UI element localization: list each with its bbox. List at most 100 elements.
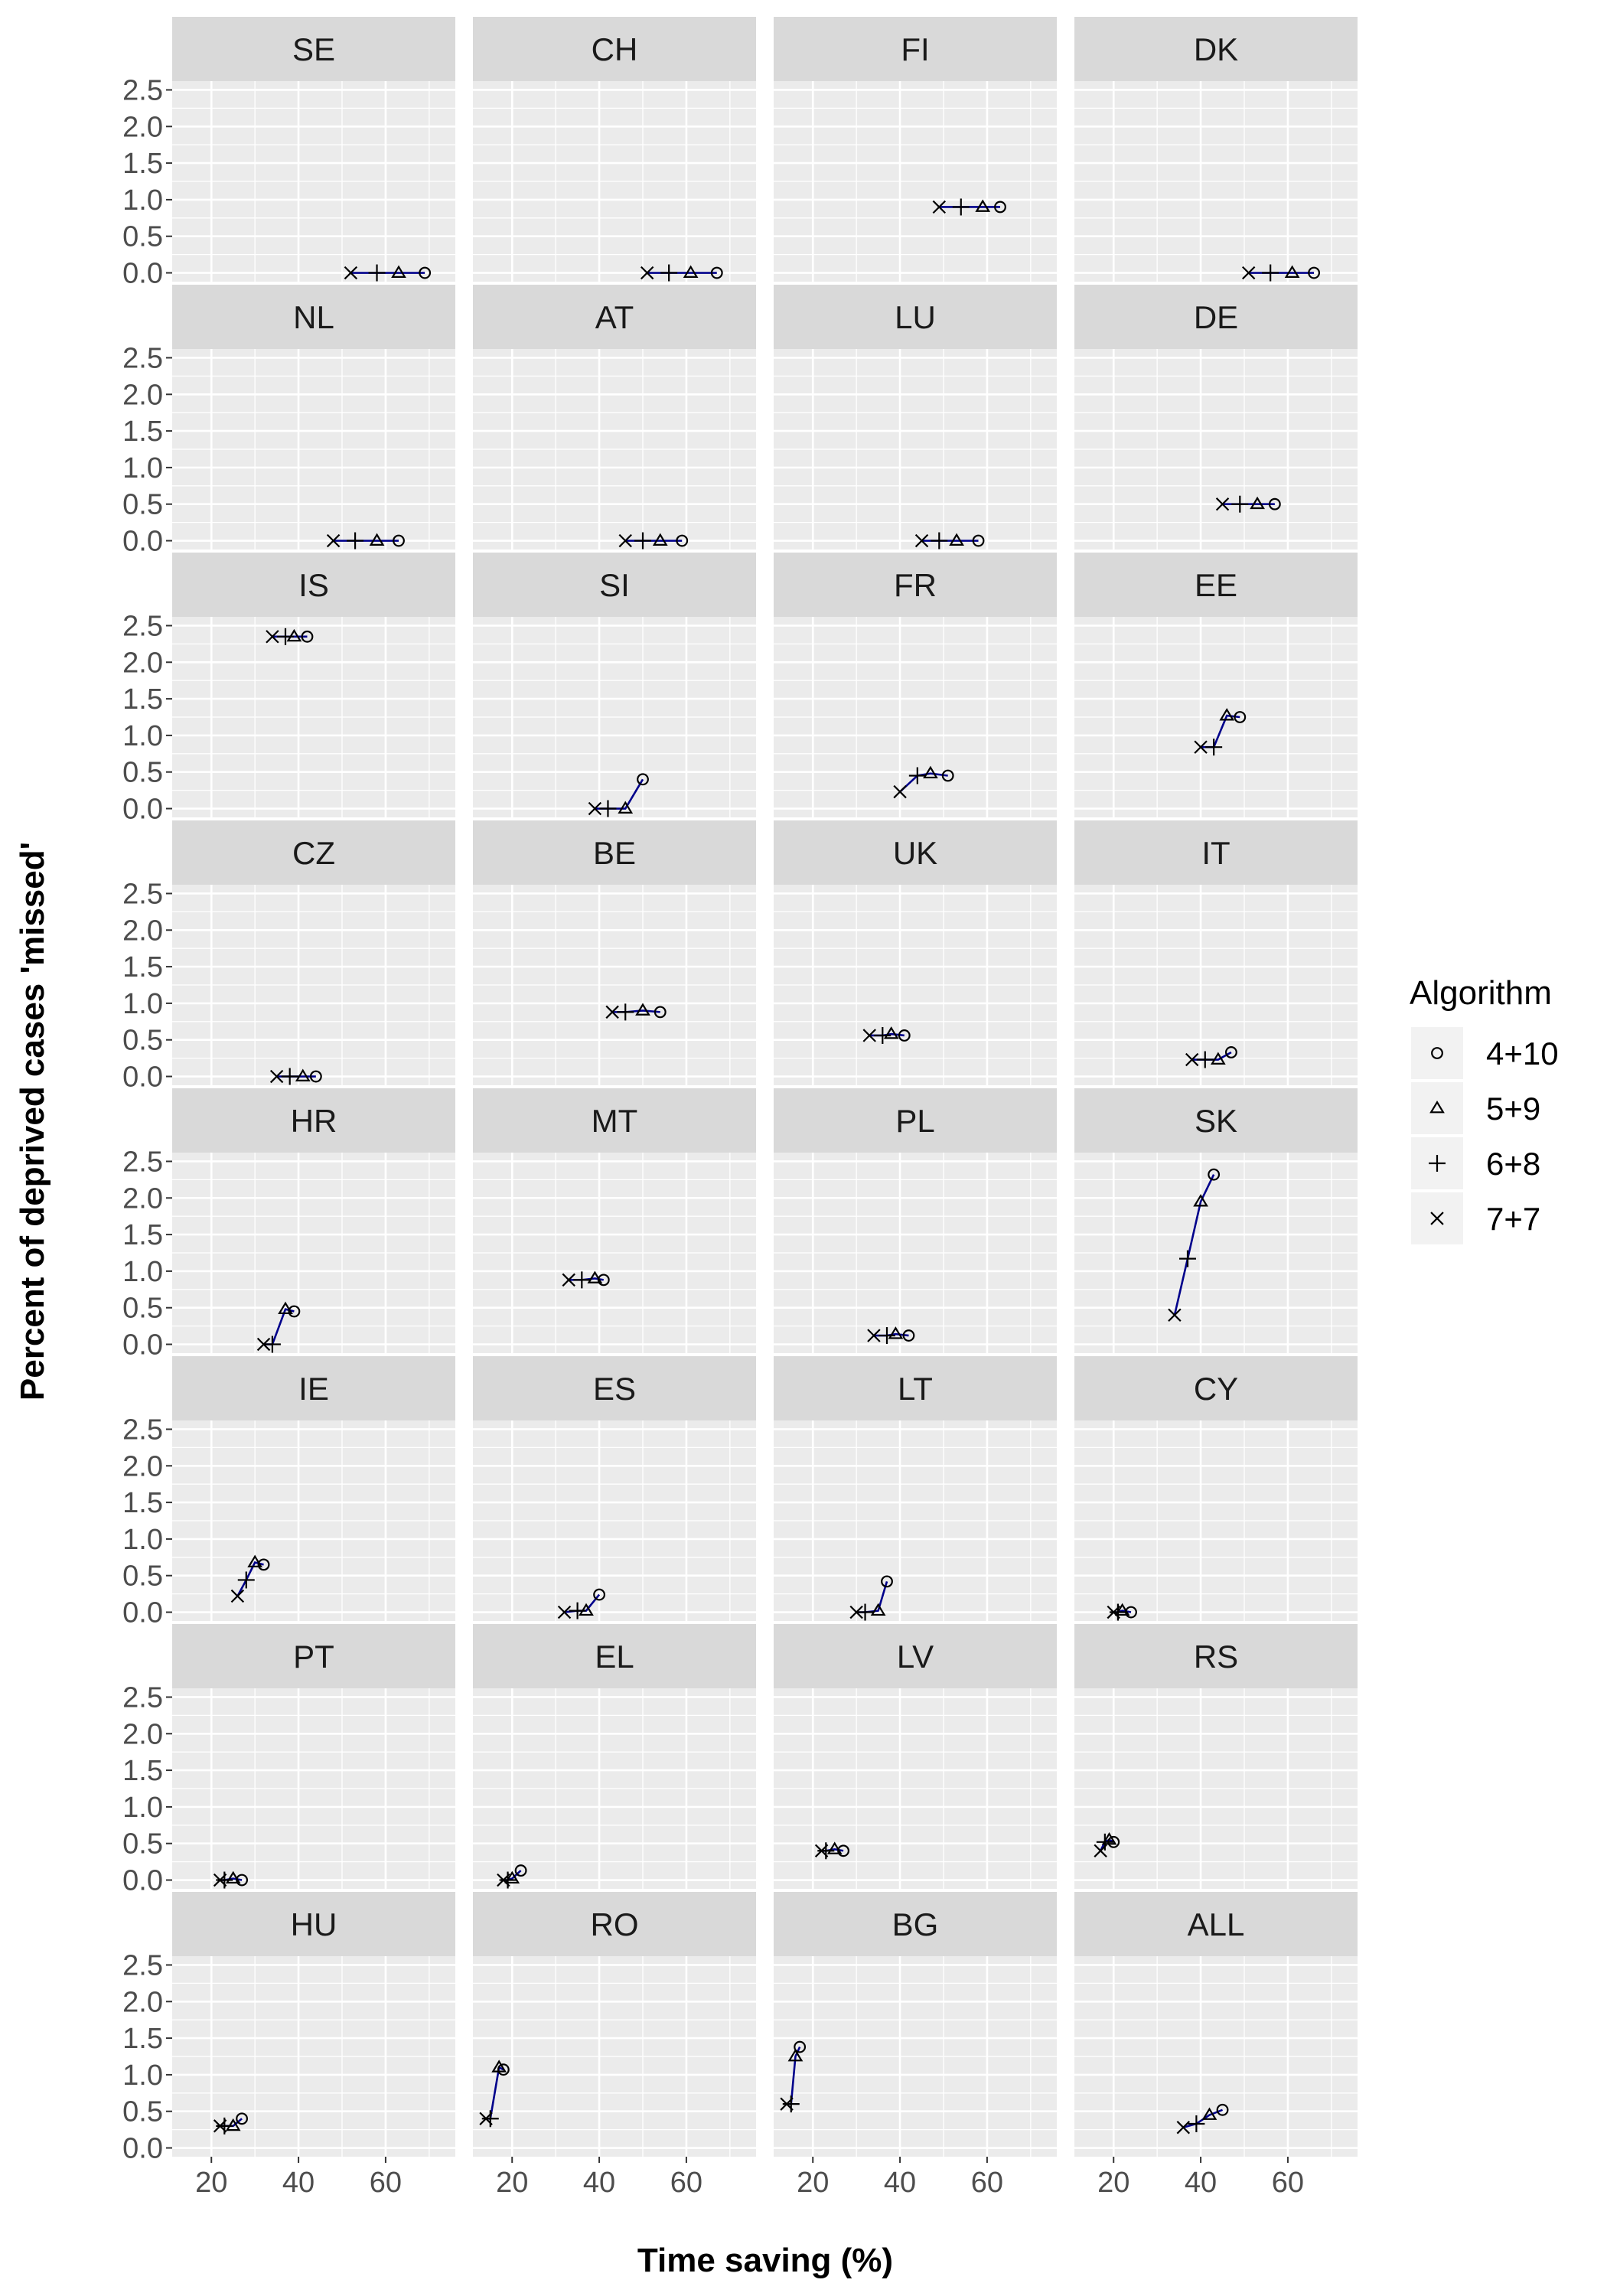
legend-entry: 7+7 [1411, 1192, 1540, 1244]
point-5+9 [883, 1026, 899, 1039]
gridlines [167, 349, 455, 550]
legend-circle-icon [1431, 1047, 1443, 1059]
y-tick-label: 0.5 [122, 1561, 163, 1593]
gridlines [468, 1688, 756, 1889]
point-5+9 [826, 1841, 843, 1854]
strip-background [1074, 553, 1358, 617]
panel-fi: FI [768, 17, 1057, 282]
strip-background [774, 1356, 1057, 1420]
point-6+8 [281, 1068, 298, 1085]
y-tick-label: 0.5 [122, 1025, 163, 1057]
strip-background [774, 1088, 1057, 1153]
strip-background [473, 820, 756, 885]
point-4+10 [898, 1029, 911, 1042]
strip-label: PL [895, 1103, 934, 1139]
y-tick-label: 2.5 [122, 1146, 163, 1178]
gridlines [768, 349, 1057, 550]
point-7+7 [1241, 266, 1256, 280]
gridlines [768, 1956, 1057, 2157]
point-7+7 [1185, 1052, 1199, 1067]
legend-key-background [1411, 1082, 1463, 1134]
panel-el: EL [468, 1624, 756, 1889]
point-4+10 [654, 1006, 667, 1019]
strip-background [774, 1892, 1057, 1956]
panel-cy: CY [1069, 1356, 1358, 1621]
point-5+9 [247, 1554, 263, 1567]
strip-background [1074, 1088, 1358, 1153]
legend-entry: 4+10 [1411, 1027, 1559, 1079]
y-tick-label: 2.5 [122, 1414, 163, 1446]
point-5+9 [286, 628, 302, 642]
panel-hr: HR 0.0 0.5 1.0 1.5 2.0 2.5 [122, 1088, 455, 1362]
strip-background [774, 820, 1057, 885]
point-7+7 [562, 1273, 575, 1287]
y-tick-label: 2.0 [122, 111, 163, 143]
point-6+8 [216, 2117, 233, 2135]
panel-at: AT [468, 285, 756, 550]
y-axis-title: Percent of deprived cases 'missed' [14, 842, 51, 1401]
point-7+7 [1094, 1844, 1107, 1857]
point-6+8 [1188, 2115, 1205, 2132]
point-6+8 [1109, 1603, 1126, 1621]
y-tick-label: 1.5 [122, 1219, 163, 1251]
point-7+7 [213, 2119, 227, 2133]
strip-label: LT [898, 1371, 933, 1407]
strip-label: RO [591, 1906, 639, 1942]
point-4+10 [710, 266, 723, 279]
strip-background [473, 1624, 756, 1688]
point-4+10 [1225, 1046, 1237, 1058]
strip-background [473, 1356, 756, 1420]
point-7+7 [849, 1605, 863, 1619]
y-tick-label: 0.0 [122, 1597, 163, 1629]
legend-plus-icon [1429, 1155, 1446, 1172]
strip-background [473, 1892, 756, 1956]
strip-label: IE [298, 1371, 329, 1407]
point-5+9 [949, 533, 964, 546]
y-tick-label: 1.0 [122, 184, 163, 217]
point-7+7 [230, 1589, 245, 1603]
point-7+7 [867, 1329, 881, 1342]
panel-mt: MT [468, 1088, 756, 1353]
point-5+9 [369, 533, 385, 546]
y-tick-label: 1.0 [122, 1256, 163, 1288]
panel-fr: FR [768, 553, 1057, 817]
point-4+10 [837, 1844, 849, 1857]
gridlines [468, 1420, 756, 1621]
strip-background [1074, 17, 1358, 81]
point-7+7 [893, 784, 907, 799]
gridlines [1069, 349, 1358, 550]
y-tick-label: 1.5 [122, 1755, 163, 1787]
point-6+8 [216, 1871, 233, 1889]
strip-background [1074, 820, 1358, 885]
strip-label: IT [1201, 835, 1230, 871]
point-6+8 [277, 628, 294, 645]
gridlines [1069, 1956, 1358, 2157]
panel-si: SI [468, 553, 756, 817]
strip-label: CZ [292, 835, 335, 871]
point-7+7 [479, 2112, 493, 2125]
strip-background [774, 285, 1057, 349]
point-7+7 [266, 630, 279, 644]
panel-rs: RS [1069, 1624, 1358, 1889]
gridlines [468, 885, 756, 1085]
point-7+7 [618, 533, 632, 548]
y-tick-label: 2.5 [122, 1681, 163, 1714]
panel-ee: EE [1069, 553, 1358, 817]
strip-label: CH [592, 31, 638, 67]
gridlines [768, 1688, 1057, 1889]
legend-entry: 5+9 [1411, 1082, 1540, 1134]
point-6+8 [573, 1271, 591, 1289]
point-6+8 [569, 1602, 586, 1619]
point-7+7 [814, 1844, 829, 1857]
point-5+9 [923, 765, 938, 779]
panel-ie: IE 0.0 0.5 1.0 1.5 2.0 2.5 [122, 1356, 455, 1629]
strip-label: EE [1195, 567, 1237, 603]
strip-label: ALL [1188, 1906, 1245, 1942]
y-tick-label: 2.0 [122, 647, 163, 679]
strip-label: SE [292, 31, 335, 67]
x-tick-label: 60 [670, 2167, 702, 2199]
y-tick-label: 2.5 [122, 74, 163, 106]
point-4+10 [902, 1329, 915, 1342]
gridlines [167, 617, 455, 817]
